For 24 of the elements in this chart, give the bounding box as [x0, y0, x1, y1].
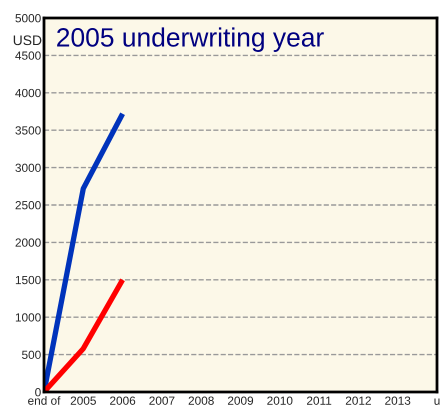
y-tick-label: 500	[22, 350, 41, 359]
y-tick-label: 1000	[16, 313, 41, 322]
x-tick-label: end of	[28, 396, 60, 405]
y-tick-label: 3000	[15, 164, 41, 172]
y-tick-label: 1500	[16, 276, 41, 284]
x-tick-label: 2013	[385, 396, 410, 405]
y-tick-label: 2000	[16, 238, 41, 247]
x-tick-label: 2006	[110, 396, 136, 405]
x-tick-label: 2008	[188, 396, 214, 405]
x-tick-label: 2005	[70, 396, 96, 405]
y-axis-title: USD	[14, 35, 42, 46]
y-tick-label: 4500	[15, 51, 41, 60]
x-tick-label: 2009	[228, 396, 254, 405]
y-tick-label: 5000	[15, 14, 41, 22]
x-tick-label: u	[434, 398, 440, 405]
y-tick-label: 0	[35, 388, 41, 396]
chart-title: 2005 underwriting year	[57, 27, 324, 52]
y-tick-label: 4000	[15, 88, 41, 98]
x-tick-label: 2011	[307, 396, 332, 405]
y-tick-label: 2500	[16, 201, 41, 210]
x-tick-label: 2012	[346, 396, 371, 405]
x-tick-label: 2007	[149, 396, 174, 405]
x-tick-label: 2010	[267, 396, 292, 405]
y-tick-label: 3500	[15, 126, 41, 135]
